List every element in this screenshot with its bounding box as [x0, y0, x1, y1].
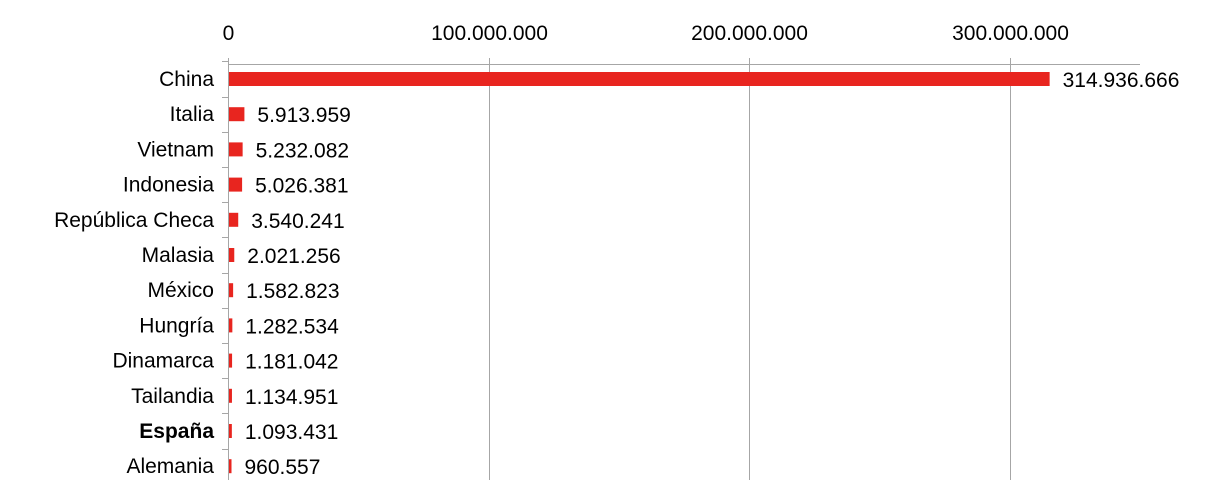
data-label: 5.913.959	[257, 104, 350, 127]
data-label: 314.936.666	[1063, 69, 1180, 92]
category-label: China	[159, 68, 214, 91]
labels: 0 100.000.000 200.000.000 300.000.000 China 3…	[54, 22, 1179, 479]
x-tick-label: 0	[223, 22, 235, 45]
category-label: Malasia	[142, 244, 215, 267]
category-label: Alemania	[126, 455, 214, 478]
data-label: 1.134.951	[245, 386, 338, 409]
category-label: Indonesia	[123, 174, 214, 197]
data-label: 5.232.082	[256, 139, 349, 162]
data-label: 3.540.241	[251, 210, 344, 233]
data-label: 1.582.823	[246, 280, 339, 303]
bar	[229, 177, 243, 192]
category-label: Italia	[170, 103, 215, 126]
x-tick-label: 300.000.000	[952, 22, 1069, 45]
x-tick-label: 100.000.000	[431, 22, 548, 45]
data-label: 5.026.381	[255, 175, 348, 198]
data-label: 1.093.431	[245, 421, 338, 444]
data-label: 960.557	[245, 456, 321, 479]
bar	[229, 283, 234, 298]
bar	[229, 72, 1050, 86]
bar	[229, 107, 245, 122]
bar	[229, 142, 243, 157]
bar	[229, 212, 239, 227]
category-label: República Checa	[54, 209, 214, 232]
bar	[229, 318, 233, 333]
category-label: Tailandia	[131, 385, 214, 408]
bar	[229, 353, 233, 368]
gridlines	[489, 64, 1011, 480]
category-label: Hungría	[139, 314, 214, 337]
bars	[229, 72, 1050, 474]
bar	[229, 388, 232, 403]
bar	[229, 248, 235, 262]
category-label: México	[147, 279, 214, 302]
bar	[229, 424, 232, 438]
data-label: 1.181.042	[245, 351, 338, 374]
x-tick-label: 200.000.000	[691, 22, 808, 45]
category-label: Dinamarca	[112, 350, 214, 373]
data-label: 1.282.534	[245, 315, 339, 338]
category-label: España	[139, 420, 214, 443]
bar	[229, 459, 232, 474]
data-label: 2.021.256	[247, 245, 340, 268]
category-label: Vietnam	[137, 138, 214, 161]
axes	[222, 58, 1140, 480]
